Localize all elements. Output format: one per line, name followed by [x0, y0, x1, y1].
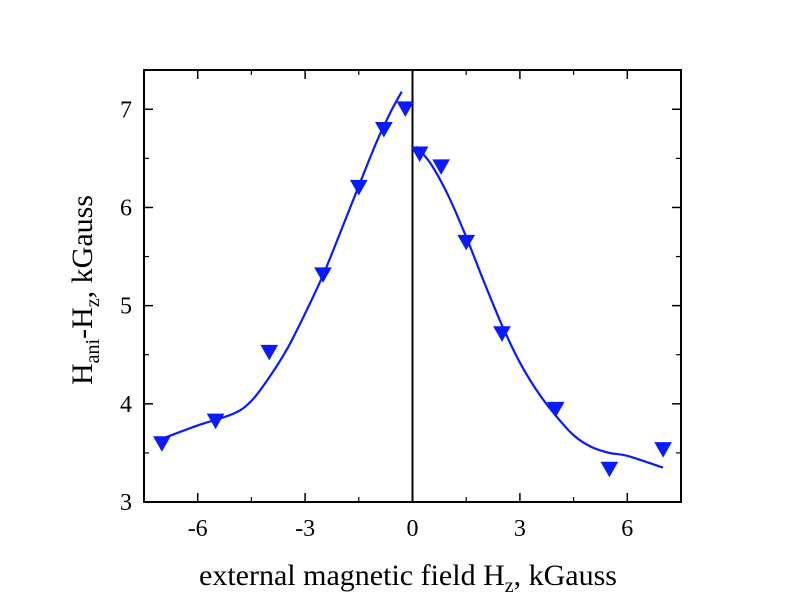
data-point [206, 413, 225, 430]
x-tick-label: 0 [407, 516, 419, 542]
fit-curve-right [415, 145, 664, 469]
data-point [432, 159, 451, 175]
data-point [153, 436, 171, 452]
x-tick-label: 3 [514, 516, 526, 542]
y-tick-label: 7 [120, 97, 132, 123]
data-point [457, 234, 476, 251]
x-axis-label: external magnetic field Hz, kGauss [199, 559, 617, 597]
data-point [314, 267, 332, 283]
data-point [374, 122, 393, 138]
y-axis-label: Hani-Hz, kGauss [66, 195, 104, 385]
data-point [260, 344, 279, 361]
y-tick-label: 4 [120, 392, 132, 418]
data-point [493, 326, 511, 342]
x-tick-label: -3 [295, 516, 315, 542]
x-tick-label: 6 [621, 516, 633, 542]
y-tick-label: 5 [120, 294, 132, 320]
data-point [546, 401, 565, 418]
fit-curve-left [157, 91, 403, 442]
data-point [654, 442, 672, 458]
data-point [349, 179, 368, 196]
data-point [396, 101, 415, 117]
y-tick-label: 6 [120, 195, 132, 221]
y-tick-label: 3 [120, 490, 132, 516]
data-point [410, 146, 429, 163]
data-point [600, 461, 619, 478]
x-tick-label: -6 [188, 516, 208, 542]
